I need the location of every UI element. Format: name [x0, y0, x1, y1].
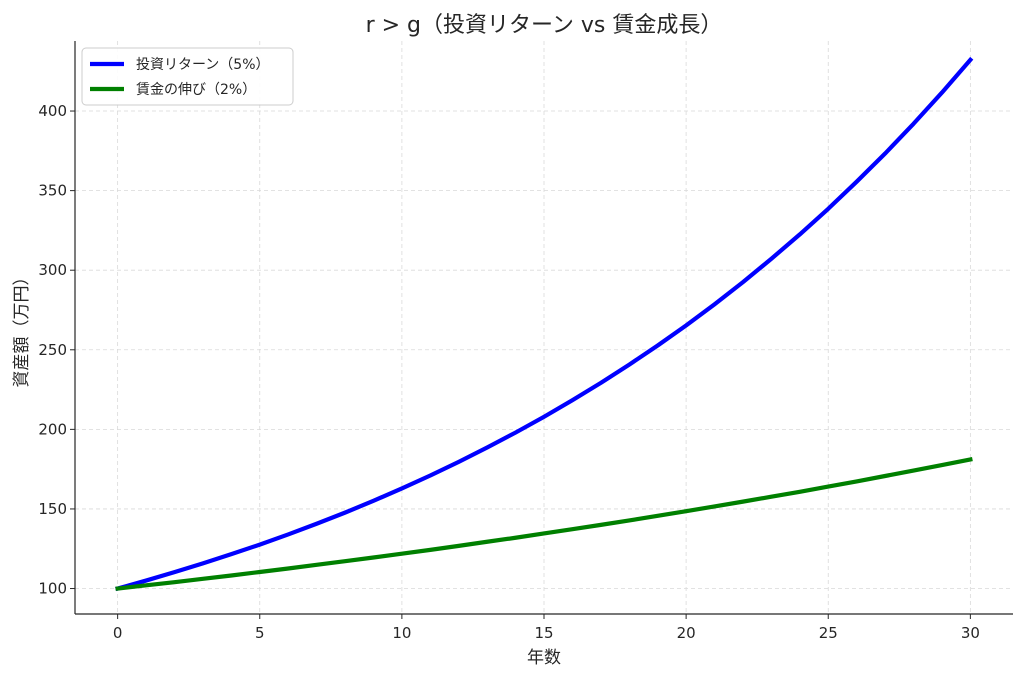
x-tick-label: 25	[819, 624, 838, 642]
data-series	[115, 56, 974, 592]
x-tick-label: 10	[392, 624, 411, 642]
y-axis-ticks: 100 150 200 250 300 350 400	[38, 102, 75, 598]
series-line-0	[115, 56, 974, 592]
y-tick-label: 400	[38, 102, 67, 120]
x-tick-label: 15	[534, 624, 553, 642]
x-tick-label: 0	[113, 624, 123, 642]
y-tick-label: 200	[38, 420, 67, 438]
y-tick-label: 300	[38, 261, 67, 279]
legend-label: 投資リターン（5%）	[136, 57, 270, 73]
legend: 投資リターン（5%） 賃金の伸び（2%）	[81, 47, 294, 106]
y-tick-label: 150	[38, 500, 67, 518]
legend-label: 賃金の伸び（2%）	[136, 82, 256, 98]
x-tick-label: 5	[255, 624, 265, 642]
legend-box	[81, 47, 294, 106]
y-tick-label: 350	[38, 182, 67, 200]
grid-lines	[75, 41, 1013, 614]
x-axis-ticks: 0 5 10 15 20 25 30	[113, 614, 980, 642]
series-line-1	[115, 456, 973, 591]
x-tick-label: 30	[961, 624, 980, 642]
x-tick-label: 20	[677, 624, 696, 642]
y-tick-label: 250	[38, 341, 67, 359]
chart-title: r > g（投資リターン vs 賃金成長）	[366, 13, 723, 38]
x-axis-label: 年数	[527, 648, 561, 668]
y-tick-label: 100	[38, 580, 67, 598]
y-axis-label: 資産額（万円）	[12, 269, 32, 388]
